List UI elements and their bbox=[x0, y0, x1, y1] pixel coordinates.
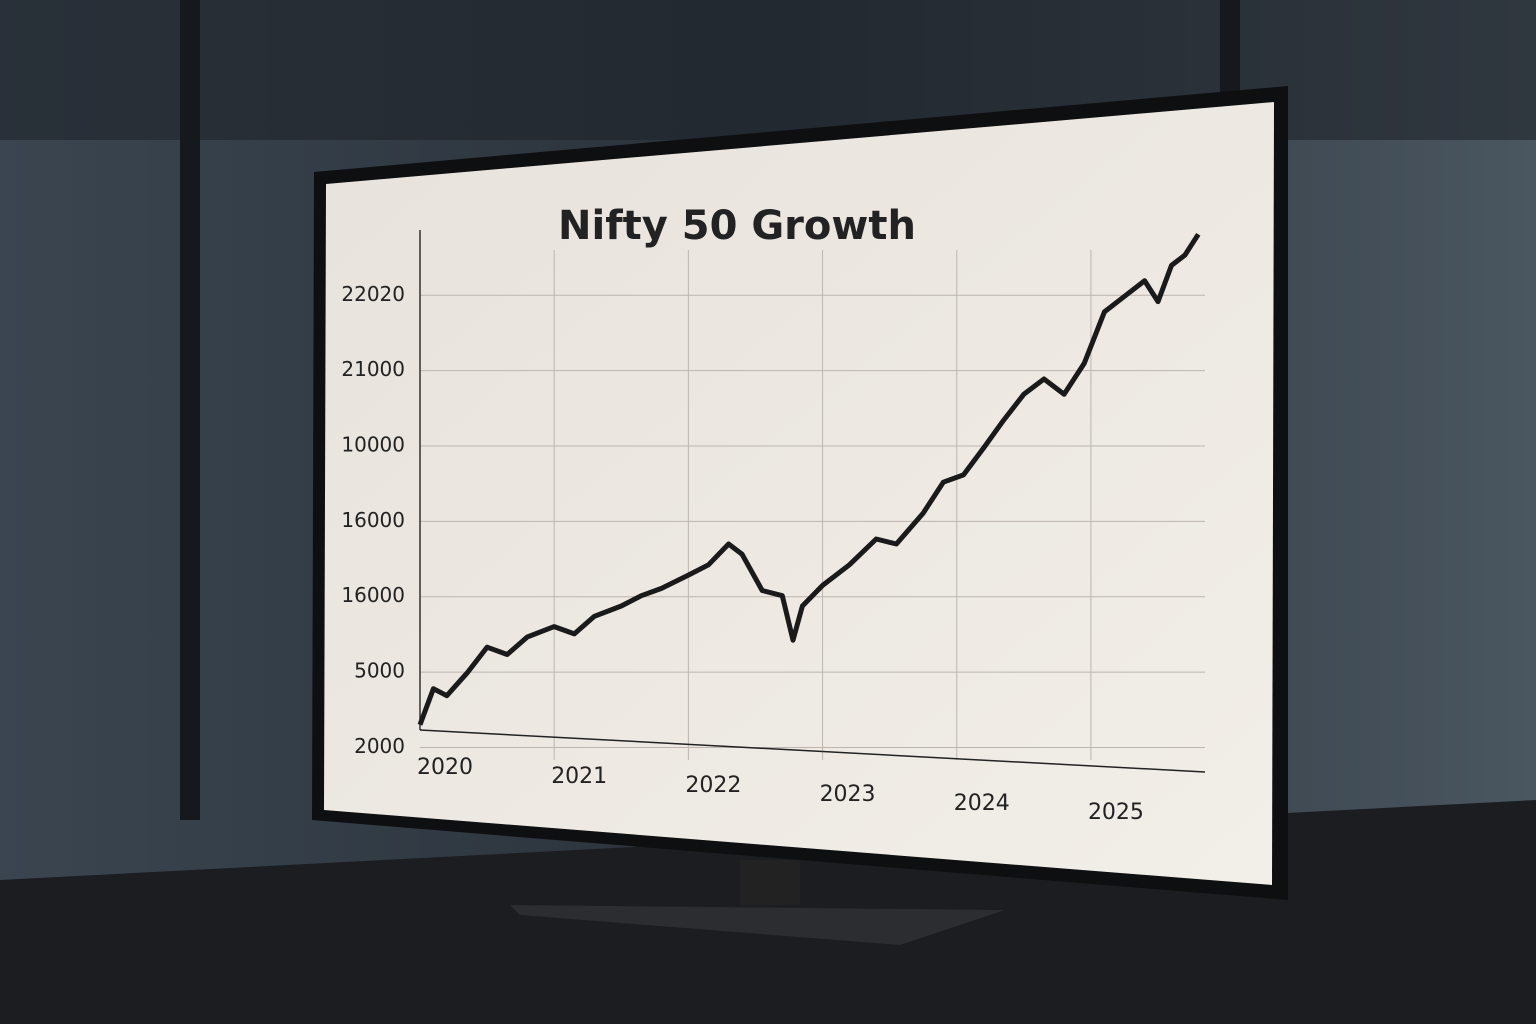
x-tick-label: 2021 bbox=[551, 764, 607, 789]
x-tick-label: 2024 bbox=[954, 791, 1010, 816]
window-frame bbox=[180, 0, 200, 820]
y-tick-label: 10000 bbox=[341, 433, 405, 457]
data-line bbox=[417, 232, 1201, 726]
x-axis bbox=[419, 729, 1206, 773]
x-tick-label: 2022 bbox=[685, 773, 741, 798]
monitor-stand bbox=[740, 860, 800, 905]
monitor-base bbox=[510, 905, 1005, 945]
screen bbox=[324, 102, 1274, 885]
y-tick-label: 22020 bbox=[341, 282, 405, 306]
x-tick-label: 2025 bbox=[1088, 800, 1144, 825]
y-tick-label: 21000 bbox=[341, 357, 405, 381]
y-tick-label: 5000 bbox=[354, 659, 405, 683]
y-tick-label: 16000 bbox=[341, 583, 405, 607]
chart-title: Nifty 50 Growth bbox=[558, 203, 916, 249]
x-tick-label: 2023 bbox=[820, 782, 876, 807]
ceiling bbox=[0, 0, 1536, 140]
x-tick-label: 2020 bbox=[417, 755, 473, 780]
y-tick-label: 16000 bbox=[341, 508, 405, 532]
y-tick-label: 2000 bbox=[354, 734, 405, 758]
